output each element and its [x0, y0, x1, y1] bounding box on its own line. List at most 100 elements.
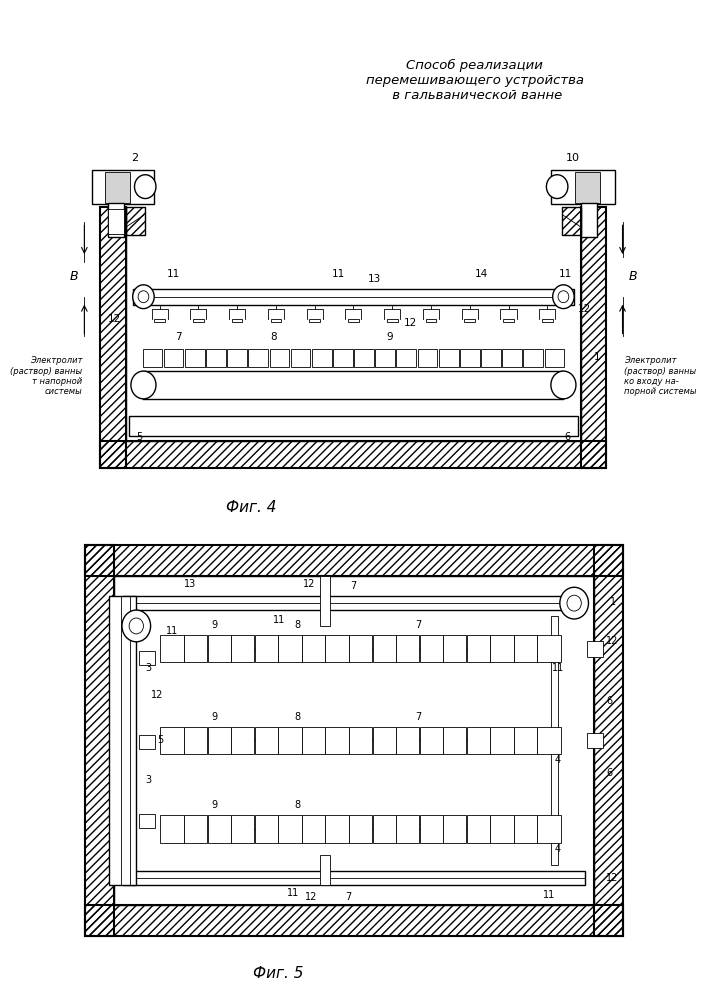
Bar: [373, 815, 396, 843]
Text: 11: 11: [274, 615, 286, 625]
Bar: [443, 815, 467, 843]
Circle shape: [134, 175, 156, 199]
Bar: [312, 349, 332, 367]
Bar: [542, 319, 553, 322]
Text: 14: 14: [475, 269, 489, 279]
Text: 13: 13: [184, 579, 196, 589]
Bar: [514, 635, 537, 662]
Text: 7: 7: [415, 712, 421, 722]
Bar: [418, 349, 438, 367]
Bar: [514, 727, 537, 754]
Bar: [255, 635, 278, 662]
Bar: [464, 319, 475, 322]
Text: 11: 11: [332, 269, 345, 279]
Text: 12: 12: [305, 892, 317, 902]
Bar: [248, 349, 268, 367]
Bar: [255, 815, 278, 843]
Bar: [232, 319, 243, 322]
Text: 7: 7: [351, 581, 357, 591]
Bar: [420, 727, 443, 754]
Text: 12: 12: [108, 314, 122, 324]
Bar: [439, 349, 459, 367]
Bar: [154, 319, 165, 322]
Text: 8: 8: [270, 332, 276, 342]
Bar: [349, 815, 373, 843]
Bar: [86, 545, 114, 936]
Bar: [86, 545, 623, 576]
Bar: [502, 349, 522, 367]
Bar: [100, 440, 607, 468]
Bar: [551, 616, 558, 865]
Text: 12: 12: [578, 304, 592, 314]
Text: 7: 7: [175, 332, 182, 342]
Text: 11: 11: [543, 890, 555, 900]
Bar: [185, 349, 204, 367]
Bar: [581, 202, 597, 237]
Text: Фиг. 5: Фиг. 5: [252, 966, 303, 981]
Text: 9: 9: [211, 712, 217, 722]
Bar: [126, 207, 145, 235]
Bar: [291, 349, 310, 367]
Bar: [86, 545, 114, 936]
Bar: [139, 651, 155, 665]
Bar: [594, 545, 623, 936]
Bar: [460, 349, 479, 367]
Text: Электролит
(раствор) ванны
ко входу на-
порной системы: Электролит (раствор) ванны ко входу на- …: [624, 356, 697, 396]
Bar: [86, 905, 623, 936]
Bar: [523, 349, 543, 367]
Bar: [160, 815, 184, 843]
Text: 8: 8: [294, 800, 300, 810]
Text: 1: 1: [610, 597, 616, 607]
Text: 3: 3: [146, 663, 151, 673]
Text: 12: 12: [607, 873, 619, 883]
Bar: [426, 319, 436, 322]
Text: 12: 12: [303, 579, 315, 589]
Bar: [105, 172, 130, 202]
Bar: [354, 349, 374, 367]
Bar: [373, 727, 396, 754]
Bar: [107, 209, 124, 234]
Bar: [587, 641, 603, 657]
Text: 7: 7: [415, 620, 421, 630]
Text: 1: 1: [594, 352, 601, 362]
Circle shape: [553, 285, 574, 309]
Bar: [575, 172, 600, 202]
Bar: [325, 635, 349, 662]
Bar: [544, 349, 564, 367]
Text: 11: 11: [287, 888, 299, 898]
Bar: [373, 635, 396, 662]
Bar: [255, 727, 278, 754]
Bar: [333, 349, 353, 367]
Bar: [126, 207, 145, 235]
Bar: [302, 635, 325, 662]
Bar: [320, 855, 330, 885]
Text: 9: 9: [387, 332, 393, 342]
Text: В: В: [69, 270, 78, 283]
Text: 7: 7: [345, 892, 351, 902]
Bar: [279, 635, 302, 662]
Bar: [86, 905, 623, 936]
Bar: [231, 815, 255, 843]
Circle shape: [122, 610, 151, 642]
Bar: [581, 207, 607, 468]
Bar: [491, 727, 513, 754]
Text: 8: 8: [294, 620, 300, 630]
Bar: [227, 349, 247, 367]
Text: 5: 5: [136, 432, 143, 442]
Text: Способ реализации
перемешивающего устройства
 в гальванической ванне: Способ реализации перемешивающего устрой…: [366, 59, 584, 102]
Bar: [114, 576, 594, 905]
Bar: [396, 815, 419, 843]
Bar: [443, 727, 467, 754]
Bar: [91, 170, 154, 204]
Bar: [100, 207, 126, 468]
Bar: [594, 545, 623, 936]
Bar: [208, 635, 231, 662]
Bar: [581, 207, 607, 468]
Bar: [208, 727, 231, 754]
Circle shape: [551, 371, 576, 399]
Bar: [100, 207, 126, 468]
Bar: [514, 815, 537, 843]
Bar: [206, 349, 226, 367]
Text: 4: 4: [555, 755, 561, 765]
Bar: [231, 727, 255, 754]
